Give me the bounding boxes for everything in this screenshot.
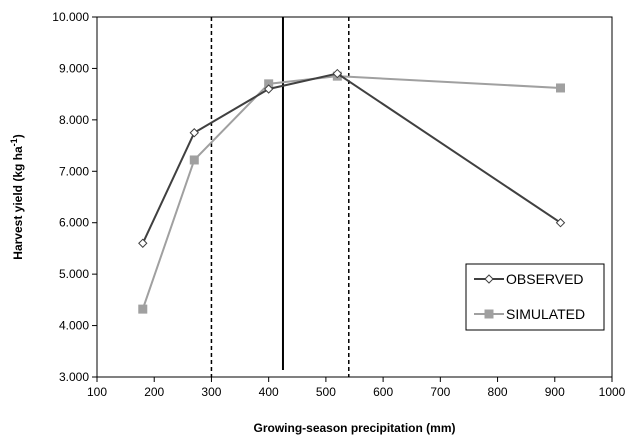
- x-tick-label: 200: [144, 385, 164, 399]
- legend-label: OBSERVED: [506, 271, 584, 287]
- data-point: [138, 238, 148, 248]
- legend-label: SIMULATED: [506, 306, 585, 322]
- y-tick-label: 6.000: [59, 216, 89, 230]
- data-point: [189, 155, 199, 165]
- x-tick-label: 500: [316, 385, 336, 399]
- series-line: [141, 72, 562, 244]
- legend: OBSERVED SIMULATED: [465, 263, 605, 331]
- y-tick-label: 10.000: [52, 10, 89, 24]
- y-axis-title-superscript: -1: [9, 138, 19, 146]
- data-point: [556, 83, 565, 93]
- legend-marker: [484, 274, 494, 284]
- x-tick-label: 600: [373, 385, 393, 399]
- y-tick-label: 8.000: [59, 113, 89, 127]
- data-point: [332, 68, 343, 79]
- y-tick-label: 5.000: [59, 267, 89, 281]
- data-point: [263, 84, 274, 94]
- x-axis-title: Growing-season precipitation (mm): [253, 421, 455, 435]
- data-point: [189, 128, 199, 138]
- y-tick-label: 7.000: [59, 164, 89, 178]
- x-tick-label: 700: [430, 385, 450, 399]
- series-observed: [138, 68, 566, 248]
- y-tick-label: 9.000: [59, 61, 89, 75]
- plot-border: [96, 16, 613, 378]
- data-point: [555, 218, 566, 228]
- data-point: [138, 304, 148, 314]
- x-tick-label: 100: [87, 385, 107, 399]
- y-axis-title-close: ): [11, 134, 25, 138]
- x-tick-label: 400: [259, 385, 279, 399]
- y-tick-label: 4.000: [59, 319, 89, 333]
- x-tick-label: 800: [488, 385, 508, 399]
- y-axis-title-main: Harvest yield (kg ha: [11, 146, 25, 260]
- reference-lines: [210, 17, 350, 377]
- y-axis-title: Harvest yield (kg ha-1): [9, 134, 25, 259]
- x-tick-label: 300: [201, 385, 221, 399]
- legend-marker: [484, 309, 494, 319]
- plot-area: [96, 16, 613, 378]
- axis-ticks: 100 200 300 400 500 600 700 800 900 1000 3.000 4.00…: [52, 10, 625, 399]
- x-tick-label: 1000: [599, 385, 626, 399]
- x-tick-label: 900: [545, 385, 565, 399]
- series-group: [138, 68, 566, 314]
- y-tick-label: 3.000: [59, 370, 89, 384]
